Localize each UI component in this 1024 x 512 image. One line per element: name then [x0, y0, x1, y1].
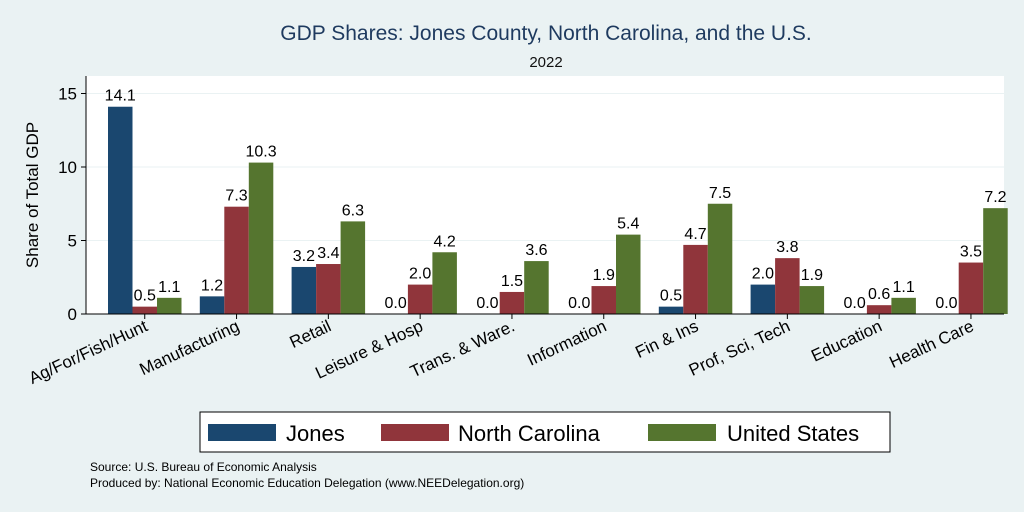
category-label-health-care: Health Care — [886, 316, 976, 372]
data-label-jones-education: 0.0 — [844, 295, 866, 312]
source-note: Source: U.S. Bureau of Economic Analysis — [90, 460, 317, 474]
legend-label-jones: Jones — [286, 421, 345, 446]
y-tick-label-15: 15 — [58, 85, 77, 104]
bar-jones-fin-ins — [658, 306, 684, 314]
data-label-united-states-trans-ware: 3.6 — [525, 242, 547, 259]
bar-north-carolina-education — [866, 305, 892, 314]
data-label-jones-retail: 3.2 — [293, 248, 315, 265]
bar-north-carolina-prof-sci-tech — [775, 258, 800, 314]
bars — [108, 106, 1008, 314]
legend-swatch-jones — [208, 424, 276, 441]
data-label-jones-ag-for-fish-hunt: 14.1 — [105, 88, 136, 105]
data-label-united-states-education: 1.1 — [893, 279, 915, 296]
bar-jones-prof-sci-tech — [750, 284, 776, 314]
category-label-manufacturing: Manufacturing — [137, 316, 243, 379]
bar-north-carolina-manufacturing — [224, 206, 249, 314]
chart-title: GDP Shares: Jones County, North Carolina… — [280, 22, 812, 45]
chart-subtitle: 2022 — [529, 54, 562, 71]
bar-north-carolina-ag-for-fish-hunt — [132, 306, 157, 314]
y-tick-label-10: 10 — [58, 158, 77, 177]
bar-united-states-trans-ware — [524, 261, 549, 314]
data-label-united-states-prof-sci-tech: 1.9 — [801, 267, 823, 284]
data-label-north-carolina-health-care: 3.5 — [960, 244, 982, 261]
bar-jones-retail — [291, 266, 317, 314]
data-label-united-states-information: 5.4 — [617, 216, 639, 233]
bar-north-carolina-retail — [316, 264, 341, 314]
bar-north-carolina-health-care — [958, 262, 984, 314]
y-axis-label: Share of Total GDP — [23, 122, 42, 268]
bar-united-states-education — [891, 297, 916, 314]
bar-jones-manufacturing — [199, 296, 225, 314]
data-label-north-carolina-leisure-hosp: 2.0 — [409, 266, 431, 283]
data-label-jones-information: 0.0 — [568, 295, 590, 312]
data-label-north-carolina-prof-sci-tech: 3.8 — [776, 239, 798, 256]
data-label-north-carolina-retail: 3.4 — [317, 245, 339, 262]
bar-united-states-leisure-hosp — [432, 252, 457, 314]
category-label-retail: Retail — [287, 316, 334, 352]
bar-united-states-health-care — [983, 208, 1008, 314]
data-label-united-states-manufacturing: 10.3 — [245, 144, 276, 161]
data-label-united-states-fin-ins: 7.5 — [709, 185, 731, 202]
data-label-north-carolina-education: 0.6 — [868, 286, 890, 303]
data-label-jones-trans-ware: 0.0 — [476, 295, 498, 312]
data-label-united-states-retail: 6.3 — [342, 202, 364, 219]
category-label-education: Education — [808, 316, 885, 365]
bar-united-states-retail — [340, 221, 366, 314]
data-label-north-carolina-information: 1.9 — [593, 267, 615, 284]
bar-north-carolina-leisure-hosp — [407, 284, 433, 314]
bar-north-carolina-information — [591, 286, 616, 314]
legend-box — [199, 411, 891, 453]
legend: Jones North Carolina United States — [199, 411, 891, 453]
data-label-jones-fin-ins: 0.5 — [660, 288, 682, 305]
legend-swatch-north-carolina — [381, 424, 449, 441]
data-label-jones-health-care: 0.0 — [935, 295, 957, 312]
data-label-jones-leisure-hosp: 0.0 — [385, 295, 407, 312]
category-label-prof-sci-tech: Prof, Sci, Tech — [686, 316, 793, 379]
legend-label-north-carolina: North Carolina — [458, 421, 601, 446]
bar-united-states-information — [616, 234, 641, 314]
data-labels: 14.10.51.1 1.27.310.33.2 3.46.30.02.04.20.… — [105, 88, 1007, 312]
bar-united-states-manufacturing — [248, 162, 274, 314]
data-label-north-carolina-fin-ins: 4.7 — [684, 226, 706, 243]
bar-jones-ag-for-fish-hunt — [108, 106, 133, 314]
data-label-united-states-ag-for-fish-hunt: 1.1 — [158, 279, 180, 296]
category-label-fin-ins: Fin & Ins — [632, 316, 701, 362]
producer-note: Produced by: National Economic Education… — [90, 476, 524, 490]
y-tick-label-5: 5 — [68, 232, 77, 251]
bar-united-states-fin-ins — [707, 203, 733, 314]
legend-label-united-states: United States — [727, 421, 859, 446]
bar-united-states-prof-sci-tech — [799, 286, 825, 314]
y-tick-label-0: 0 — [68, 305, 77, 324]
data-label-united-states-leisure-hosp: 4.2 — [434, 233, 456, 250]
category-label-trans-ware: Trans. & Ware. — [407, 316, 517, 381]
category-label-ag-for-fish-hunt: Ag/For/Fish/Hunt — [26, 316, 151, 388]
data-label-north-carolina-manufacturing: 7.3 — [225, 188, 247, 205]
data-label-north-carolina-trans-ware: 1.5 — [501, 273, 523, 290]
data-label-north-carolina-ag-for-fish-hunt: 0.5 — [134, 288, 156, 305]
bar-north-carolina-fin-ins — [683, 244, 708, 314]
data-label-united-states-health-care: 7.2 — [984, 189, 1006, 206]
bar-united-states-ag-for-fish-hunt — [157, 297, 182, 314]
category-label-information: Information — [524, 316, 609, 369]
bar-north-carolina-trans-ware — [499, 291, 525, 314]
data-label-jones-prof-sci-tech: 2.0 — [752, 266, 774, 283]
data-label-jones-manufacturing: 1.2 — [201, 277, 223, 294]
legend-swatch-united-states — [648, 424, 716, 441]
axes: 0 5 10 15 — [58, 76, 1004, 324]
